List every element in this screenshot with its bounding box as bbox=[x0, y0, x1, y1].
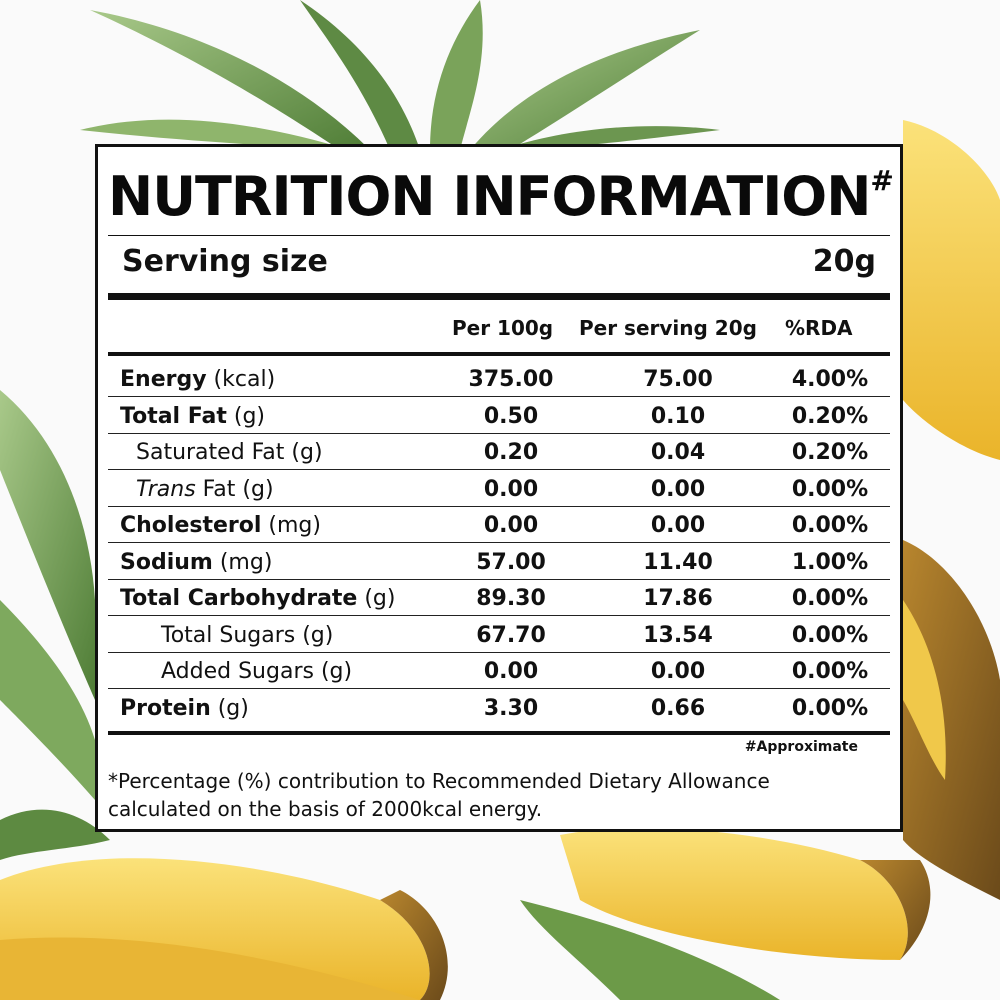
value-per-100g: 0.50 bbox=[483, 403, 539, 429]
serving-size-value: 20g bbox=[812, 244, 876, 279]
serving-divider-thick bbox=[108, 293, 890, 300]
nutrient-name: Energy (kcal) bbox=[120, 367, 275, 392]
row-divider bbox=[108, 578, 890, 580]
value-rda: 0.20% bbox=[791, 440, 869, 465]
nutrient-name: Total Carbohydrate (g) bbox=[120, 586, 395, 611]
value-per-100g: 0.00 bbox=[483, 476, 539, 502]
column-header-per-serving: Per serving 20g bbox=[579, 316, 757, 340]
value-per-100g: 0.00 bbox=[483, 659, 539, 684]
value-per-serving: 0.04 bbox=[650, 440, 706, 465]
table-bottom-divider bbox=[108, 731, 890, 735]
value-rda: 4.00% bbox=[791, 367, 869, 392]
nutrient-unit: (kcal) bbox=[206, 367, 276, 392]
nutrient-row: Energy (kcal) 375.00 75.00 4.00% bbox=[108, 361, 890, 397]
nutrient-name-text: Saturated Fat (g) bbox=[136, 440, 323, 465]
value-per-serving: 0.00 bbox=[650, 659, 706, 684]
value-per-100g: 0.20 bbox=[483, 440, 539, 465]
nutrient-name: Protein (g) bbox=[120, 696, 249, 721]
value-per-serving: 13.54 bbox=[643, 622, 713, 648]
value-per-100g: 375.00 bbox=[468, 367, 554, 392]
nutrient-row: Total Fat (g) 0.50 0.10 0.20% bbox=[108, 398, 890, 434]
nutrient-row: Cholesterol (mg) 0.00 0.00 0.00% bbox=[108, 507, 890, 543]
nutrient-row: Trans Fat (g) 0.00 0.00 0.00% bbox=[108, 471, 890, 507]
serving-size-row: Serving size 20g bbox=[122, 244, 876, 284]
nutrient-row: Saturated Fat (g) 0.20 0.04 0.20% bbox=[108, 434, 890, 470]
nutrient-unit: (g) bbox=[357, 586, 396, 611]
pineapple-crown-image bbox=[80, 0, 720, 150]
row-divider bbox=[108, 542, 890, 543]
serving-size-label: Serving size bbox=[122, 244, 328, 279]
nutrient-name-bold: Protein bbox=[120, 695, 211, 721]
title-text: NUTRITION INFORMATION bbox=[108, 165, 871, 228]
value-rda: 0.00% bbox=[791, 695, 869, 721]
nutrient-name: Sodium (mg) bbox=[120, 550, 272, 575]
nutrient-name-bold: Sodium bbox=[120, 549, 213, 575]
value-rda: 0.00% bbox=[791, 622, 869, 648]
row-divider bbox=[108, 651, 890, 653]
value-per-100g: 67.70 bbox=[476, 622, 546, 648]
nutrient-row: Protein (g) 3.30 0.66 0.00% bbox=[108, 690, 890, 726]
value-per-100g: 89.30 bbox=[476, 586, 546, 611]
row-divider bbox=[108, 396, 890, 397]
row-divider bbox=[108, 615, 890, 616]
pineapple-slice-image bbox=[0, 120, 1000, 1000]
value-rda: 0.00% bbox=[791, 659, 869, 684]
header-divider-thick bbox=[108, 352, 890, 356]
nutrient-name-bold: Energy bbox=[120, 367, 207, 392]
value-per-serving: 17.86 bbox=[643, 586, 713, 611]
nutrient-name-bold: Total Fat bbox=[120, 403, 227, 429]
column-header-per-100g: Per 100g bbox=[452, 316, 554, 340]
nutrient-unit: (mg) bbox=[261, 513, 321, 538]
nutrition-label-panel: NUTRITION INFORMATION# Serving size 20g … bbox=[95, 144, 903, 832]
nutrition-title: NUTRITION INFORMATION# bbox=[108, 164, 894, 228]
nutrient-row: Total Sugars (g) 67.70 13.54 0.00% bbox=[108, 617, 890, 653]
nutrient-name-text: Added Sugars (g) bbox=[161, 659, 353, 684]
rda-footnote: *Percentage (%) contribution to Recommen… bbox=[108, 769, 770, 821]
nutrient-name-text: Fat (g) bbox=[195, 476, 274, 502]
value-rda: 0.20% bbox=[791, 403, 869, 429]
value-rda: 1.00% bbox=[791, 549, 869, 575]
nutrient-name: Total Fat (g) bbox=[120, 404, 265, 429]
nutrient-name-text: Total Sugars (g) bbox=[161, 622, 334, 648]
nutrient-row: Sodium (mg) 57.00 11.40 1.00% bbox=[108, 544, 890, 580]
nutrient-name: Added Sugars (g) bbox=[161, 659, 352, 684]
value-per-100g: 0.00 bbox=[483, 513, 539, 538]
row-divider bbox=[108, 469, 890, 470]
nutrient-unit: (mg) bbox=[212, 549, 273, 575]
nutrient-row: Total Carbohydrate (g) 89.30 17.86 0.00% bbox=[108, 580, 890, 616]
row-divider bbox=[108, 432, 890, 434]
value-per-serving: 0.10 bbox=[650, 403, 706, 429]
value-per-serving: 75.00 bbox=[643, 367, 713, 392]
nutrient-unit: (g) bbox=[226, 403, 265, 429]
value-rda: 0.00% bbox=[791, 476, 869, 502]
value-per-serving: 0.00 bbox=[650, 476, 706, 502]
value-per-serving: 11.40 bbox=[643, 549, 713, 575]
nutrient-name-italic: Trans bbox=[136, 476, 196, 502]
nutrient-name: Trans Fat (g) bbox=[136, 477, 274, 502]
row-divider bbox=[108, 505, 890, 507]
nutrient-name: Total Sugars (g) bbox=[161, 623, 333, 648]
nutrient-name-bold: Total Carbohydrate bbox=[120, 586, 358, 611]
title-divider bbox=[108, 235, 890, 236]
nutrient-unit: (g) bbox=[210, 695, 249, 721]
leaf-image bbox=[0, 390, 780, 1000]
value-rda: 0.00% bbox=[791, 513, 869, 538]
nutrient-name: Cholesterol (mg) bbox=[120, 513, 321, 538]
value-per-100g: 57.00 bbox=[476, 549, 546, 575]
value-rda: 0.00% bbox=[791, 586, 869, 611]
approximate-note: #Approximate bbox=[744, 739, 858, 755]
value-per-serving: 0.66 bbox=[650, 695, 706, 721]
row-divider bbox=[108, 688, 890, 689]
nutrient-name-bold: Cholesterol bbox=[120, 513, 262, 538]
value-per-100g: 3.30 bbox=[483, 695, 539, 721]
nutrient-name: Saturated Fat (g) bbox=[136, 440, 323, 465]
value-per-serving: 0.00 bbox=[650, 513, 706, 538]
title-mark: # bbox=[870, 164, 893, 197]
nutrient-row: Added Sugars (g) 0.00 0.00 0.00% bbox=[108, 653, 890, 689]
column-header-rda: %RDA bbox=[785, 316, 853, 340]
